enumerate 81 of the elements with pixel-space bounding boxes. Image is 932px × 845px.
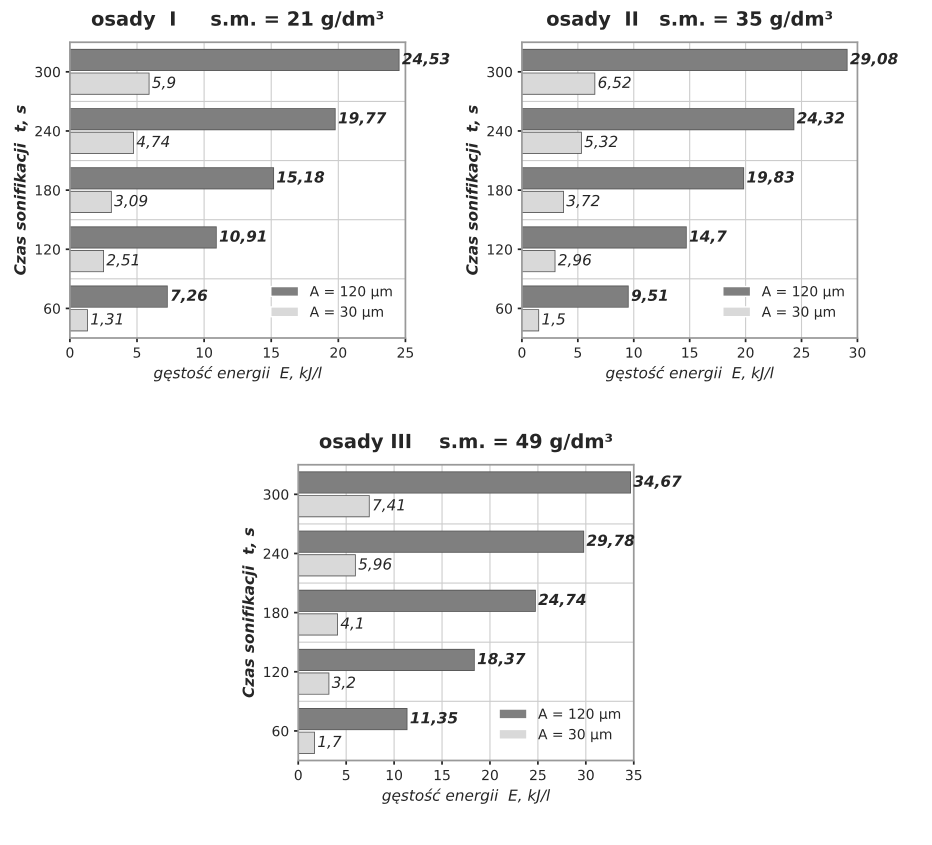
y-tick-label: 240	[35, 126, 60, 136]
y-tick-label: 300	[264, 489, 288, 500]
x-axis-title: gęstość energii E, kJ/l	[154, 366, 322, 382]
x-tick-label: 25	[398, 347, 414, 358]
x-tick-label: 15	[264, 347, 279, 358]
data-label: 5,32	[584, 136, 618, 149]
data-label: 3,09	[114, 194, 148, 208]
legend-label: A = 30 µm	[310, 306, 383, 320]
x-tick-label: 15	[434, 770, 450, 780]
y-tick-label: 120	[264, 666, 288, 678]
x-tick-label: 5	[134, 347, 140, 358]
data-label: 6,52	[598, 76, 631, 90]
legend-label: A = 120 µm	[538, 708, 620, 722]
y-tick-label: 300	[487, 66, 512, 78]
legend-label: A = 30 µm	[762, 306, 835, 320]
x-tick-label: 0	[294, 770, 302, 780]
data-label: 3,72	[566, 194, 600, 208]
data-label: 5,96	[358, 558, 392, 572]
x-tick-label: 35	[626, 770, 642, 780]
data-label: 24,74	[538, 594, 586, 608]
data-label: 19,77	[338, 112, 386, 126]
data-label: 4,74	[136, 136, 170, 149]
chart-title: osady I s.m. = 21 g/dm³	[92, 10, 384, 30]
x-tick-label: 30	[850, 347, 866, 358]
data-label: 1,5	[542, 313, 565, 326]
x-axis-title: gęstość energii E, kJ/l	[382, 788, 550, 804]
x-tick-label: 25	[794, 347, 810, 358]
x-tick-label: 20	[330, 347, 346, 358]
chart-title: osady III s.m. = 49 g/dm³	[320, 433, 612, 452]
y-tick-label: 180	[36, 185, 60, 196]
x-tick-label: 10	[196, 347, 212, 358]
data-label: 7,26	[171, 289, 208, 303]
y-tick-label: 240	[487, 126, 512, 136]
x-tick-label: 25	[530, 770, 546, 780]
data-label: 9,51	[632, 289, 667, 303]
data-label: 18,37	[478, 652, 526, 666]
y-axis-title: Czas sonifikacji t, s	[14, 105, 29, 275]
y-axis-title: Czas sonifikacji t, s	[466, 105, 481, 275]
x-tick-label: 30	[578, 770, 594, 780]
data-label: 15,18	[277, 171, 324, 185]
x-tick-label: 20	[482, 770, 498, 780]
data-label: 1,31	[91, 313, 122, 326]
data-label: 2,96	[558, 254, 592, 268]
data-label: 11,35	[410, 712, 458, 726]
y-tick-label: 180	[264, 608, 288, 618]
data-label: 4,1	[340, 618, 362, 630]
legend-label: A = 120 µm	[762, 286, 844, 300]
data-label: 14,7	[690, 230, 727, 244]
data-label: 24,53	[402, 52, 450, 66]
data-label: 19,83	[747, 171, 794, 185]
data-label: 34,67	[633, 475, 682, 489]
y-tick-label: 60	[272, 726, 288, 736]
x-tick-label: 5	[342, 770, 350, 780]
data-label: 5,9	[152, 76, 176, 90]
x-axis-title: gęstość energii E, kJ/l	[606, 366, 774, 382]
y-tick-label: 120	[488, 244, 512, 255]
x-tick-label: 10	[386, 770, 402, 780]
y-tick-label: 60	[44, 303, 60, 314]
data-label: 7,41	[373, 499, 404, 512]
y-tick-label: 180	[488, 185, 512, 196]
legend-label: A = 120 µm	[310, 286, 392, 300]
y-tick-label: 300	[35, 66, 60, 78]
data-label: 3,2	[332, 676, 356, 690]
data-label: 24,32	[796, 112, 844, 126]
data-label: 2,51	[106, 254, 138, 268]
x-tick-label: 15	[682, 347, 698, 358]
x-tick-label: 0	[518, 347, 526, 358]
x-tick-label: 20	[738, 347, 754, 358]
y-tick-label: 60	[496, 303, 512, 314]
x-tick-label: 0	[66, 347, 74, 358]
x-tick-label: 10	[626, 347, 642, 358]
y-axis-title: Czas sonifikacji t, s	[242, 528, 258, 698]
x-tick-label: 5	[574, 347, 582, 358]
data-label: 29,78	[586, 534, 634, 548]
data-label: 1,7	[318, 736, 342, 749]
data-label: 29,08	[850, 52, 898, 66]
y-tick-label: 240	[264, 548, 288, 559]
legend-label: A = 30 µm	[538, 728, 612, 742]
data-label: 10,91	[220, 230, 266, 244]
chart-title: osady II s.m. = 35 g/dm³	[547, 10, 832, 30]
y-tick-label: 120	[36, 244, 60, 255]
